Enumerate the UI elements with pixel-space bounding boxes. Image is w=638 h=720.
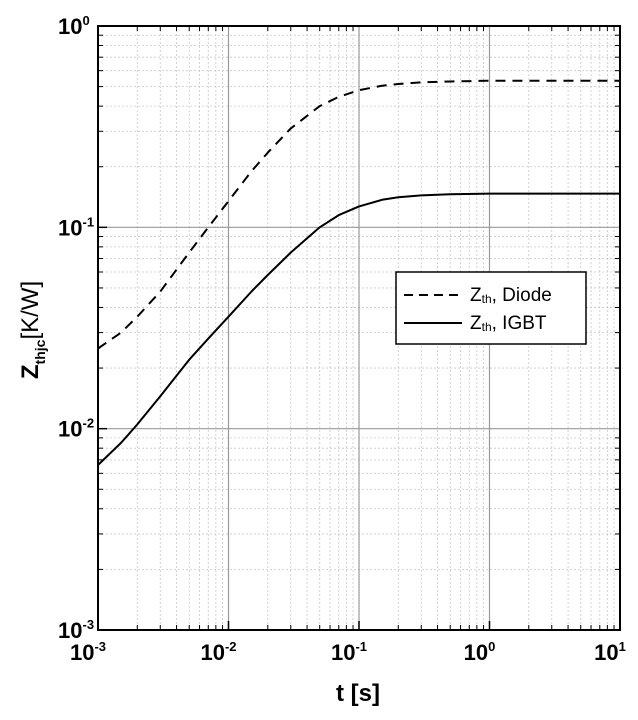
x-tick-label: 10-1 (331, 639, 367, 665)
y-tick-label-base: 10 (58, 417, 82, 442)
y-tick-label: 100 (58, 13, 90, 39)
y-tick-label: 10-2 (58, 416, 94, 442)
y-tick-label-base: 10 (58, 618, 82, 643)
y-tick-label: 10-1 (58, 214, 94, 240)
y-tick-label-base: 10 (58, 14, 82, 39)
y-tick-label-exponent: -1 (82, 214, 94, 229)
series-line-diode (97, 79, 620, 350)
series-line-igbt (97, 192, 620, 466)
x-tick-label-exponent: 0 (488, 639, 495, 654)
x-tick-label: 10-3 (70, 639, 106, 665)
y-tick-label: 10-3 (58, 617, 94, 643)
y-axis-title-sub: thjc (32, 339, 48, 364)
x-tick-label: 100 (464, 639, 496, 665)
y-tick-label-base: 10 (58, 215, 82, 240)
legend-label-diode: Zth, Diode (470, 285, 552, 306)
x-tick-label-base: 10 (200, 640, 224, 665)
series-layer (97, 79, 620, 466)
x-tick-label-exponent: -1 (355, 639, 367, 654)
x-tick-label-base: 10 (464, 640, 488, 665)
y-axis-title-main: Z (17, 364, 44, 379)
y-axis-title-unit: [K/W] (17, 281, 44, 340)
x-tick-label: 10-2 (200, 639, 236, 665)
x-tick-label-base: 10 (594, 640, 618, 665)
legend: Zth, Diode Zth, IGBT (395, 271, 587, 345)
x-tick-label-base: 10 (331, 640, 355, 665)
x-tick-label-exponent: -3 (94, 639, 106, 654)
x-tick-label-exponent: 1 (619, 639, 626, 654)
x-tick-label-exponent: -2 (225, 639, 237, 654)
y-tick-label-exponent: 0 (82, 13, 89, 28)
legend-label-igbt: Zth, IGBT (470, 313, 547, 334)
y-tick-label-exponent: -3 (82, 617, 94, 632)
legend-box (395, 271, 587, 345)
x-tick-labels: 10-3 10-2 10-1 100 101 (70, 639, 626, 665)
x-tick-label-base: 10 (70, 640, 94, 665)
y-tick-label-exponent: -2 (82, 416, 94, 431)
x-axis-title: t [s] (336, 680, 380, 707)
x-tick-label: 101 (594, 639, 626, 665)
y-axis-title: Zthjc[K/W] (17, 281, 48, 379)
tick-marks (97, 25, 621, 631)
